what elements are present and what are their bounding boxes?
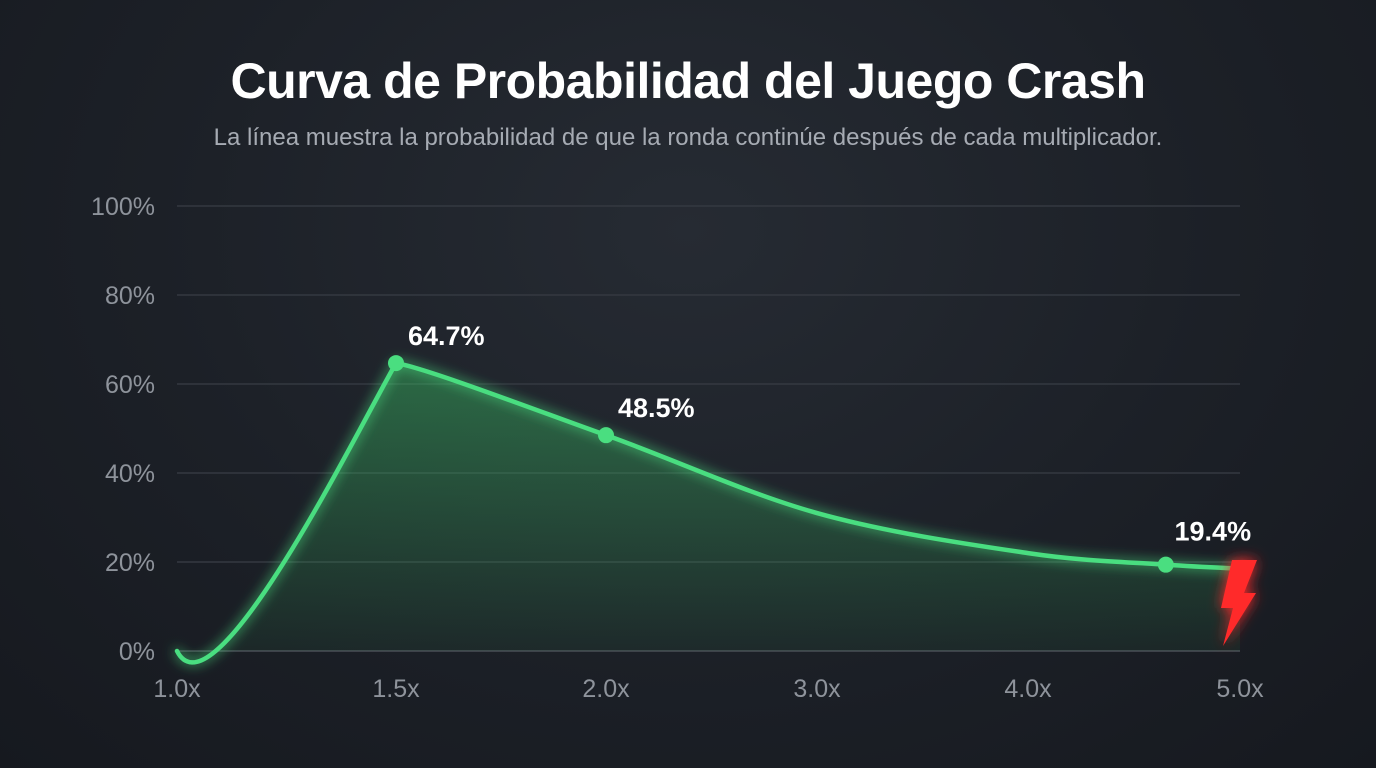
x-tick-label: 1.0x <box>153 675 201 703</box>
chart-subtitle: La línea muestra la probabilidad de que … <box>213 124 1163 151</box>
data-label: 19.4% <box>1175 517 1252 547</box>
x-tick-label: 3.0x <box>793 675 841 703</box>
data-label: 64.7% <box>408 321 485 351</box>
y-tick-label: 80% <box>105 282 155 310</box>
y-tick-label: 100% <box>91 193 155 221</box>
data-point <box>598 427 614 444</box>
probability-line <box>174 360 1243 665</box>
lightning-bolt-icon <box>1221 560 1257 646</box>
x-tick-label: 4.0x <box>1004 675 1052 703</box>
x-tick-label: 2.0x <box>582 675 630 703</box>
y-tick-label: 0% <box>119 638 155 666</box>
data-point <box>1157 556 1174 573</box>
data-label: 48.5% <box>618 393 695 423</box>
x-tick-label: 5.0x <box>1216 675 1264 703</box>
chart-title: Curva de Probabilidad del Juego Crash <box>230 53 1146 109</box>
area-fill <box>177 363 1240 663</box>
data-point <box>388 355 404 372</box>
axis-labels: 0% 20% 40% 60% 80% 100% 1.0x 1.5x 2.0x 3.0x 4.0x 5.… <box>91 193 1264 703</box>
x-tick-label: 1.5x <box>372 675 420 703</box>
y-tick-label: 20% <box>105 549 155 577</box>
y-tick-label: 40% <box>105 460 155 488</box>
y-tick-label: 60% <box>105 371 155 399</box>
data-markers: 64.7% 48.5% 19.4% <box>388 321 1251 573</box>
